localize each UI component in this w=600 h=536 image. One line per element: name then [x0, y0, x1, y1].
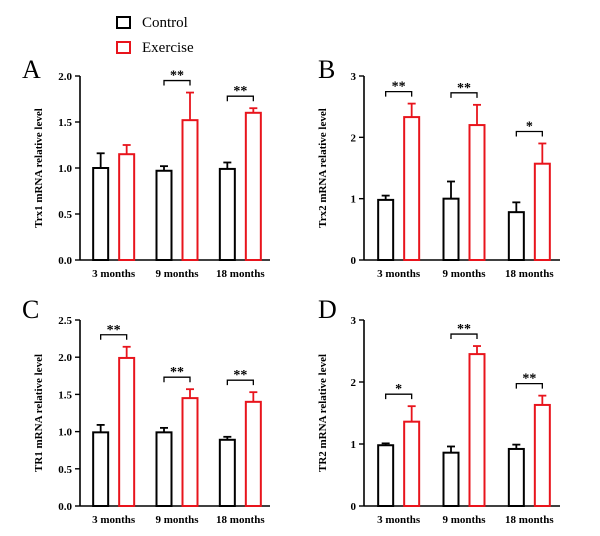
x-tick-label: 3 months	[377, 268, 421, 280]
significance-bracket	[226, 379, 254, 386]
x-tick-label: 18 months	[505, 514, 554, 526]
significance-bracket	[100, 334, 128, 340]
y-tick-label: 0	[351, 255, 357, 267]
significance-bracket	[163, 376, 191, 383]
significance-bracket	[385, 393, 413, 400]
significance-label: **	[170, 365, 184, 380]
y-axis-label: Trx1 mRNA relative level	[33, 108, 45, 228]
y-tick-label: 0	[351, 501, 357, 513]
y-axis-label: Trx2 mRNA relative level	[317, 108, 329, 228]
y-tick-label: 0.5	[58, 209, 72, 221]
bar-exercise	[118, 153, 136, 261]
y-tick-label: 2.0	[58, 352, 72, 364]
significance-label: **	[392, 80, 406, 95]
bar-exercise	[244, 111, 262, 261]
bar-exercise	[244, 400, 262, 507]
panel-B: B 0 1 2 3 Trx2 mRNA relative level 3 months ** 9…	[317, 55, 560, 280]
bar-control	[155, 431, 173, 507]
significance-bracket	[450, 333, 478, 340]
y-tick-label: 2.0	[58, 71, 72, 83]
bar-exercise	[181, 397, 199, 507]
x-tick-label: 9 months	[442, 268, 486, 280]
y-tick-label: 2.5	[58, 315, 72, 327]
bar-exercise	[403, 116, 421, 261]
y-tick-label: 3	[351, 315, 357, 327]
y-tick-label: 1.0	[58, 163, 72, 175]
significance-label: **	[522, 372, 536, 387]
bar-control	[92, 167, 110, 261]
significance-bracket	[515, 130, 543, 137]
y-tick-label: 2	[351, 377, 357, 389]
panel-letter: B	[318, 55, 335, 84]
y-axis-label: TR1 mRNA relative level	[33, 354, 45, 472]
bar-control	[442, 451, 460, 507]
x-tick-label: 9 months	[155, 514, 199, 526]
bar-exercise	[468, 124, 486, 261]
y-axis-label: TR2 mRNA relative level	[317, 354, 329, 472]
x-tick-label: 18 months	[216, 514, 265, 526]
x-tick-label: 3 months	[377, 514, 421, 526]
bar-control	[155, 169, 173, 261]
bar-control	[377, 198, 395, 261]
y-tick-label: 3	[351, 71, 357, 83]
x-tick-label: 18 months	[505, 268, 554, 280]
significance-label: **	[457, 81, 471, 96]
bar-control	[377, 444, 395, 507]
x-tick-label: 9 months	[155, 268, 199, 280]
y-tick-label: 1	[351, 194, 357, 206]
significance-label: **	[107, 323, 121, 338]
significance-label: **	[457, 322, 471, 337]
legend-swatch-control	[116, 16, 131, 29]
significance-label: **	[170, 69, 184, 84]
significance-label: *	[395, 382, 402, 397]
y-tick-label: 0.5	[58, 464, 72, 476]
panel-letter: C	[22, 295, 39, 324]
y-tick-label: 1.0	[58, 427, 72, 439]
y-tick-label: 0.0	[58, 501, 72, 513]
bar-control	[507, 211, 525, 262]
y-tick-label: 2	[351, 132, 357, 144]
bar-exercise	[403, 420, 421, 507]
bar-control	[442, 197, 460, 262]
chart-panels: A 0.0 0.5 1.0 1.5 2.0 Trx1 mRNA relative level…	[22, 55, 560, 526]
significance-bracket	[515, 382, 543, 389]
x-tick-label: 9 months	[442, 514, 486, 526]
panel-D: D 0 1 2 3 TR2 mRNA relative level 3 months * 9 m…	[317, 295, 560, 526]
panel-C: C 0.0 0.5 1.0 1.5 2.0 2.5 TR1 mRNA relative lev…	[22, 295, 270, 526]
legend: Control Exercise	[116, 15, 194, 56]
panel-letter: D	[318, 295, 337, 324]
y-tick-label: 1.5	[58, 389, 72, 401]
significance-label: *	[526, 119, 533, 134]
significance-bracket	[226, 95, 254, 102]
significance-label: **	[233, 368, 247, 383]
bar-control	[507, 447, 525, 507]
bar-exercise	[533, 162, 551, 261]
significance-label: **	[233, 84, 247, 99]
x-tick-label: 18 months	[216, 268, 265, 280]
significance-bracket	[163, 79, 191, 86]
significance-bracket	[385, 90, 413, 97]
x-tick-label: 3 months	[92, 514, 136, 526]
x-tick-label: 3 months	[92, 268, 136, 280]
bar-exercise	[181, 119, 199, 261]
legend-label-exercise: Exercise	[142, 40, 194, 56]
significance-bracket	[450, 92, 478, 98]
bar-control	[218, 167, 236, 261]
bar-control	[218, 438, 236, 507]
panel-A: A 0.0 0.5 1.0 1.5 2.0 Trx1 mRNA relative level…	[22, 55, 270, 280]
legend-label-control: Control	[142, 15, 188, 31]
panel-letter: A	[22, 55, 41, 84]
y-tick-label: 1.5	[58, 117, 72, 129]
bar-exercise	[118, 356, 136, 507]
y-tick-label: 1	[351, 439, 357, 451]
bar-exercise	[533, 403, 551, 507]
y-tick-label: 0.0	[58, 255, 72, 267]
bar-control	[92, 431, 110, 507]
legend-swatch-exercise	[116, 41, 131, 54]
bar-exercise	[468, 353, 486, 507]
